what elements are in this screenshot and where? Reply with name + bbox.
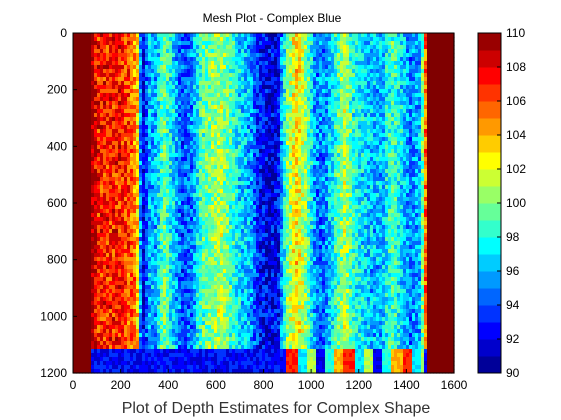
heatmap-cells (73, 33, 455, 374)
chart-title: Mesh Plot - Complex Blue (203, 11, 342, 25)
plot-area (73, 33, 455, 374)
